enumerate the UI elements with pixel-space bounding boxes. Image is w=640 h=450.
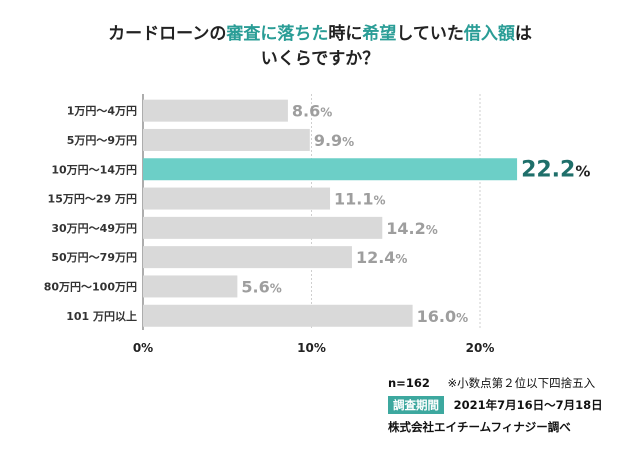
category-label: 1万円～4万円 (67, 105, 137, 118)
title-part: 借入額 (463, 24, 515, 44)
value-label: 12.4% (356, 248, 408, 267)
chart-title: カードローンの審査に落ちた時に希望していた借入額は いくらですか？ (0, 22, 640, 72)
period-label: 調査期間 (388, 396, 444, 414)
title-line-2: いくらですか？ (260, 49, 380, 69)
sample-size: n=162 (388, 376, 430, 390)
value-label: 8.6% (292, 102, 332, 121)
x-tick-label: 20% (466, 341, 495, 355)
source-note: 株式会社エイチームフィナジー調べ (388, 420, 571, 434)
category-label: 10万円～14万円 (51, 163, 137, 176)
bar (143, 275, 238, 298)
bar (143, 158, 518, 181)
title-part: していた (396, 24, 464, 44)
value-label: 9.9% (314, 131, 354, 150)
title-part: は (514, 24, 532, 44)
title-part: 時に (328, 24, 363, 44)
bar (143, 246, 352, 269)
title-part: 審査に落ちた (226, 24, 329, 44)
chart-notes: n=162 ※小数点第２位以下四捨五入 調査期間 2021年7月16日～7月18… (388, 372, 603, 438)
category-label: 80万円～100万円 (44, 280, 137, 293)
survey-period: 2021年7月16日～7月18日 (453, 398, 603, 412)
category-label: 15万円～29 万円 (48, 193, 137, 206)
title-line-1: カードローンの審査に落ちた時に希望していた借入額は (0, 22, 640, 47)
value-label: 11.1% (334, 190, 386, 209)
value-label: 14.2% (386, 219, 438, 238)
category-label: 50万円～79万円 (51, 251, 137, 264)
bar (143, 216, 383, 239)
bar (143, 99, 288, 122)
bar (143, 304, 413, 327)
title-part: 希望 (362, 24, 397, 44)
bar (143, 187, 331, 210)
category-label: 5万円～9万円 (67, 134, 137, 147)
category-label: 30万円～49万円 (51, 222, 137, 235)
value-label: 16.0% (417, 307, 469, 326)
value-label: 22.2% (521, 157, 590, 182)
x-tick-label: 10% (297, 341, 326, 355)
category-label: 101 万円以上 (66, 309, 137, 323)
x-tick-label: 0% (133, 341, 153, 355)
value-label: 5.6% (241, 277, 281, 296)
rounding-note: ※小数点第２位以下四捨五入 (447, 376, 596, 390)
bar (143, 128, 310, 151)
title-part: カードローンの (108, 24, 227, 44)
